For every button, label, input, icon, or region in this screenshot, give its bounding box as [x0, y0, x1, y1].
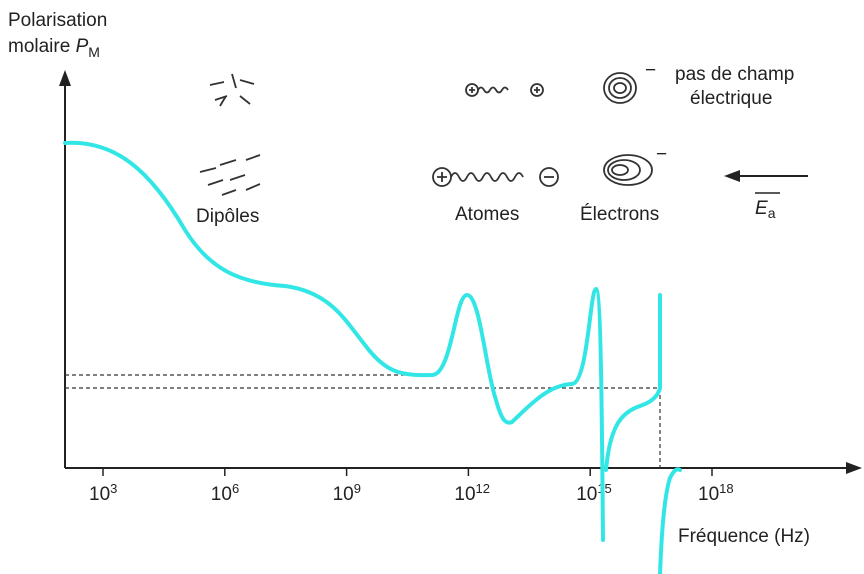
no-field-label: électrique	[690, 88, 772, 109]
y-label-symbol: P	[76, 36, 89, 57]
charge: −	[645, 60, 656, 81]
tick-exp: 3	[110, 481, 117, 496]
y-label: Polarisation	[8, 10, 107, 31]
x-tick-label: 109	[333, 481, 361, 505]
tick-base: 10	[698, 484, 719, 505]
x-tick-label: 1015	[576, 481, 612, 505]
curve	[604, 293, 662, 472]
no-field-label: pas de champ	[675, 64, 794, 85]
y-label-sub: M	[88, 44, 100, 60]
x-tick-label: 103	[89, 481, 117, 505]
tick-base: 10	[333, 484, 354, 505]
x-label: Fréquence (Hz)	[678, 526, 810, 547]
tick-base: 10	[576, 484, 597, 505]
tick-exp: 18	[719, 481, 733, 496]
tick-base: 10	[211, 484, 232, 505]
electrons-label: Électrons	[580, 204, 659, 225]
electron-cloud-deformed	[603, 154, 653, 186]
dashed-guides	[65, 374, 661, 468]
tick-base: 10	[454, 484, 475, 505]
x-tick-label: 106	[211, 481, 239, 505]
curve	[658, 467, 682, 574]
charge: −	[656, 144, 667, 165]
x-tick-label: 1018	[698, 481, 734, 505]
y-label: molaire PM	[8, 36, 100, 60]
tick-exp: 12	[476, 481, 490, 496]
electron-cloud	[603, 72, 637, 104]
dipoles-label: Dipôles	[196, 206, 259, 227]
field-arrowhead	[724, 170, 740, 182]
ticks: 103 106 109 1012 1015 1018	[89, 468, 734, 505]
curve	[63, 140, 605, 542]
tick-exp: 9	[354, 481, 361, 496]
dipoles-random	[209, 73, 255, 107]
field-letter: E	[755, 198, 768, 219]
field-symbol: Ea	[755, 198, 776, 221]
field-sub: a	[768, 205, 776, 221]
y-arrow	[59, 70, 71, 86]
y-label-text: molaire	[8, 36, 70, 57]
atom-stretched	[432, 167, 559, 187]
tick-exp: 6	[232, 481, 239, 496]
atoms-label: Atomes	[455, 204, 519, 225]
atom-small	[465, 83, 544, 97]
tick-base: 10	[89, 484, 110, 505]
x-arrow	[846, 462, 862, 474]
x-tick-label: 1012	[454, 481, 490, 505]
dipoles-aligned	[199, 154, 261, 196]
